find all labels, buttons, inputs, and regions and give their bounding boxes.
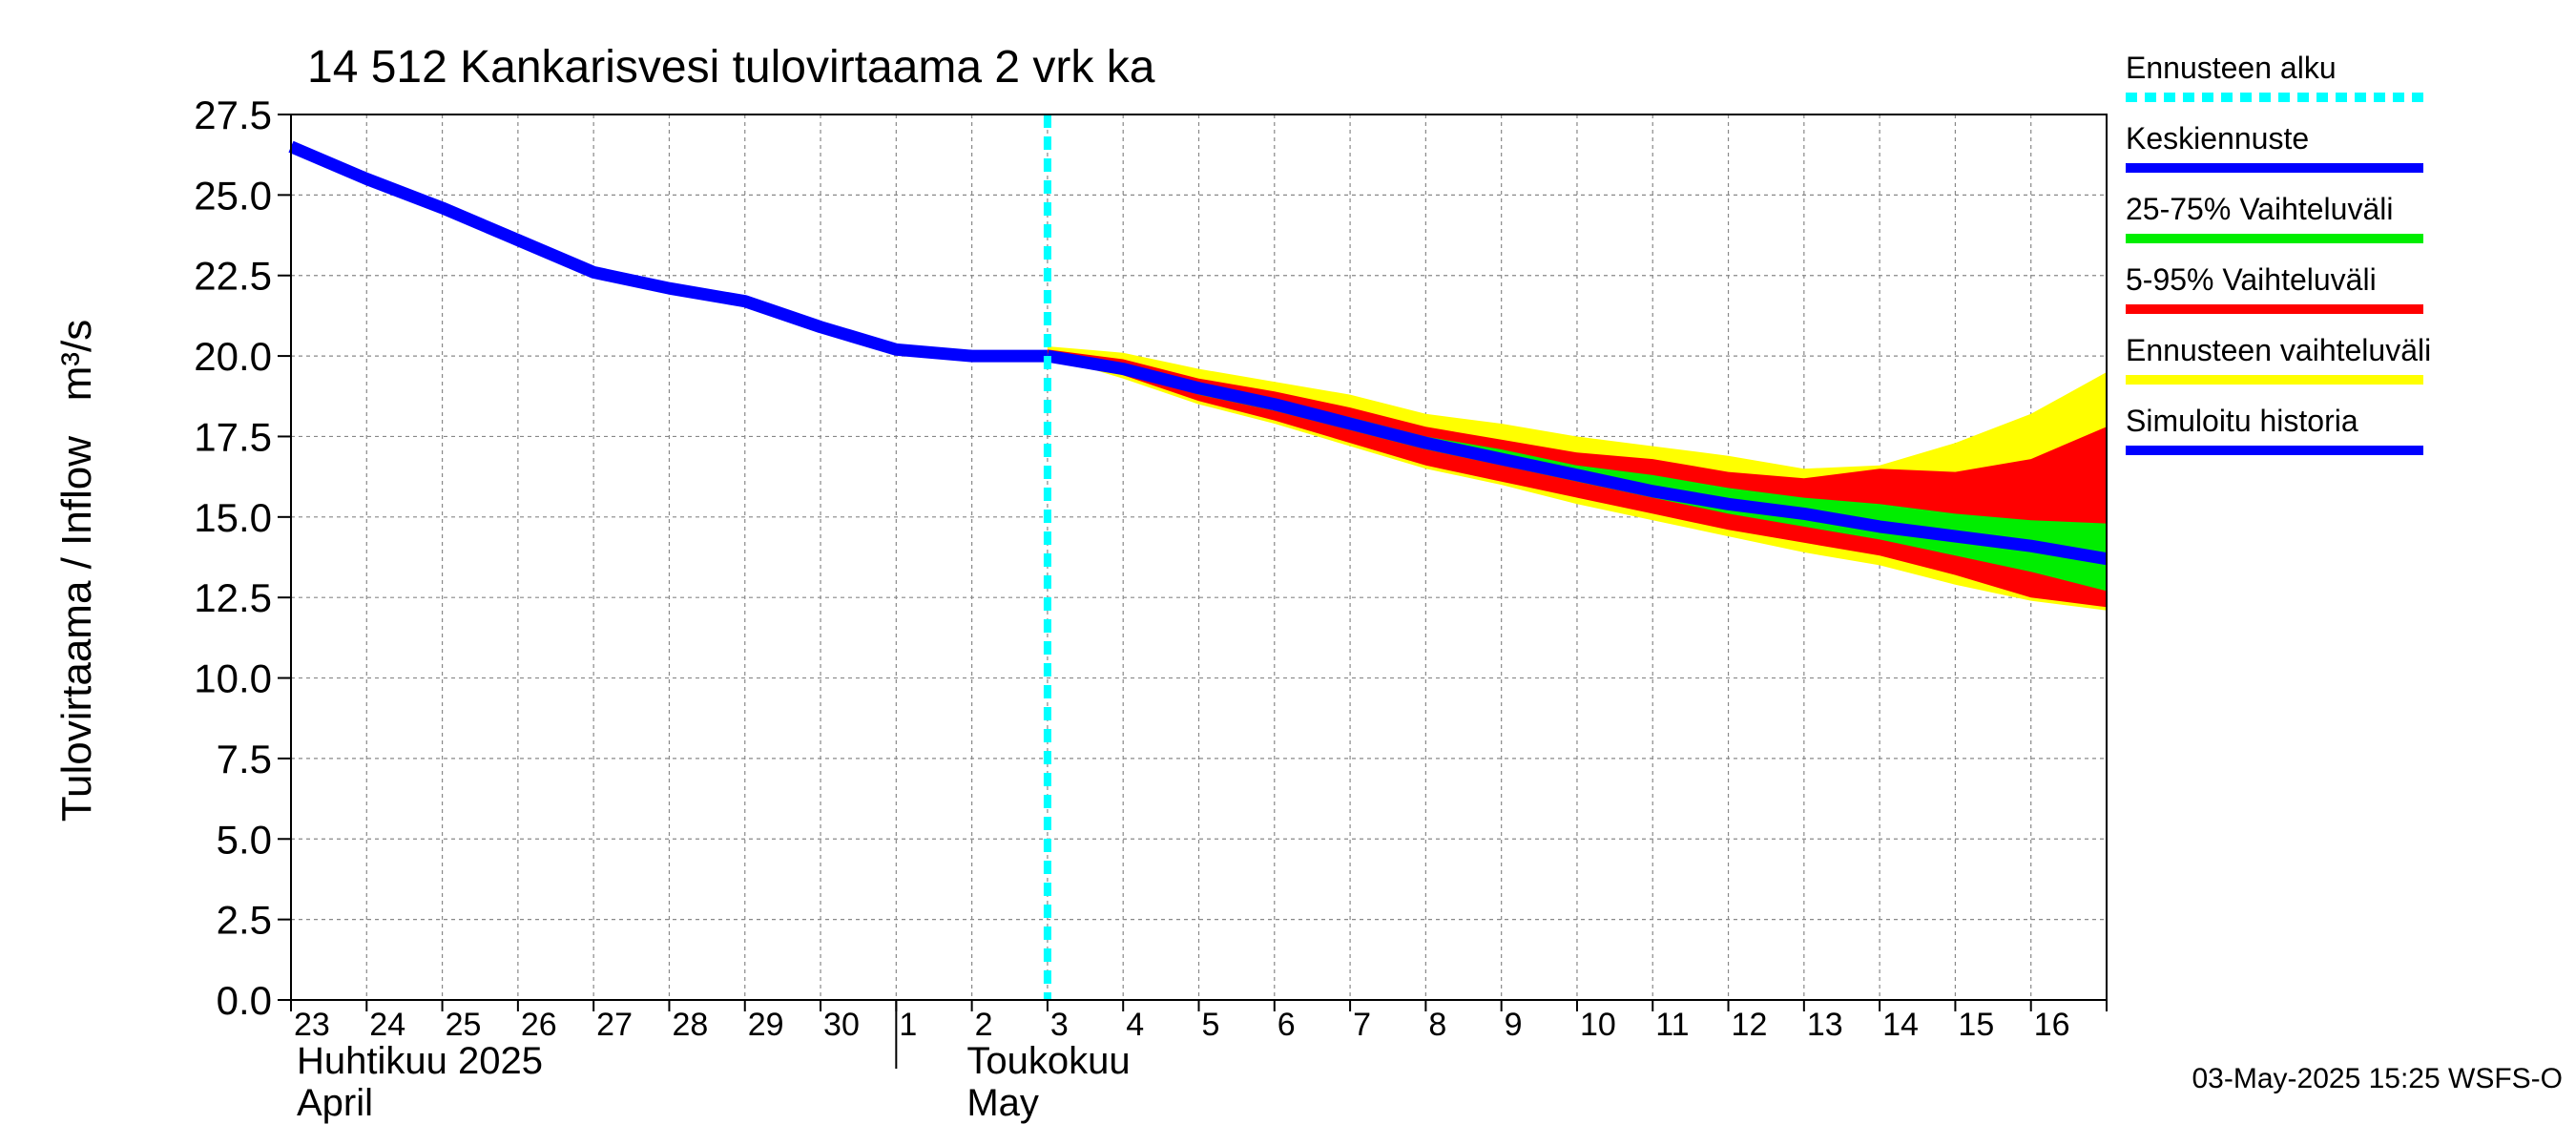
- y-tick-label: 15.0: [194, 495, 272, 540]
- x-tick-label: 14: [1882, 1007, 1919, 1043]
- legend-label: 25-75% Vaihteluväli: [2126, 192, 2393, 226]
- y-axis-label: Tulovirtaama / Inflow m³/s: [53, 320, 100, 822]
- x-tick-label: 6: [1278, 1007, 1296, 1043]
- y-tick-label: 10.0: [194, 656, 272, 701]
- y-tick-label: 25.0: [194, 173, 272, 218]
- legend-label: Simuloitu historia: [2126, 404, 2358, 438]
- x-tick-label: 8: [1428, 1007, 1446, 1043]
- x-tick-label: 13: [1807, 1007, 1843, 1043]
- x-tick-label: 3: [1050, 1007, 1069, 1043]
- x-tick-label: 1: [899, 1007, 917, 1043]
- forecast-lines: [288, 140, 2109, 566]
- chart-title: 14 512 Kankarisvesi tulovirtaama 2 vrk k…: [307, 42, 1155, 93]
- footer-timestamp: 03-May-2025 15:25 WSFS-O: [2192, 1063, 2564, 1094]
- month-label: Toukokuu: [966, 1040, 1130, 1082]
- x-tick-label: 5: [1202, 1007, 1220, 1043]
- month-label-en: May: [966, 1082, 1039, 1124]
- x-tick-label: 24: [369, 1007, 405, 1043]
- x-tick-label: 26: [521, 1007, 557, 1043]
- legend: Ennusteen alku Keskiennuste 25-75% Vaihtel…: [2126, 51, 2431, 455]
- y-tick-label: 12.5: [194, 575, 272, 620]
- x-tick-label: 7: [1353, 1007, 1371, 1043]
- legend-label: Ennusteen alku: [2126, 51, 2337, 85]
- y-tick-label: 7.5: [217, 737, 272, 781]
- legend-label: Keskiennuste: [2126, 121, 2309, 156]
- y-tick-label: 22.5: [194, 254, 272, 299]
- x-tick-label: 10: [1580, 1007, 1616, 1043]
- y-tick-label: 0.0: [217, 978, 272, 1023]
- x-tick-label: 11: [1655, 1007, 1689, 1043]
- x-tick-label: 12: [1732, 1007, 1768, 1043]
- x-tick-label: 23: [294, 1007, 330, 1043]
- legend-label: Ennusteen vaihteluväli: [2126, 333, 2431, 367]
- series-line-keskiennuste: [1046, 349, 2109, 566]
- legend-label: 5-95% Vaihteluväli: [2126, 262, 2377, 297]
- x-tick-label: 9: [1505, 1007, 1523, 1043]
- month-label-en: April: [297, 1082, 373, 1124]
- axes: 0.0 2.5 5.0 7.5 10.0 12.5 15.0 17.5 20.0 22.5 25.0…: [194, 93, 2108, 1124]
- x-tick-label: 15: [1958, 1007, 1994, 1043]
- x-tick-label: 16: [2034, 1007, 2070, 1043]
- month-label: Huhtikuu 2025: [297, 1040, 543, 1082]
- x-tick-label: 29: [748, 1007, 784, 1043]
- y-tick-label: 27.5: [194, 93, 272, 137]
- y-tick-label: 5.0: [217, 817, 272, 862]
- y-tick-label: 17.5: [194, 414, 272, 459]
- x-tick-label: 30: [823, 1007, 860, 1043]
- x-tick-label: 28: [672, 1007, 708, 1043]
- x-tick-label: 25: [446, 1007, 482, 1043]
- x-tick-label: 27: [596, 1007, 633, 1043]
- y-tick-label: 20.0: [194, 334, 272, 379]
- y-tick-label: 2.5: [217, 898, 272, 943]
- x-tick-label: 2: [975, 1007, 993, 1043]
- x-tick-label: 4: [1126, 1007, 1144, 1043]
- series-line-simuloitu-historia: [288, 140, 1048, 363]
